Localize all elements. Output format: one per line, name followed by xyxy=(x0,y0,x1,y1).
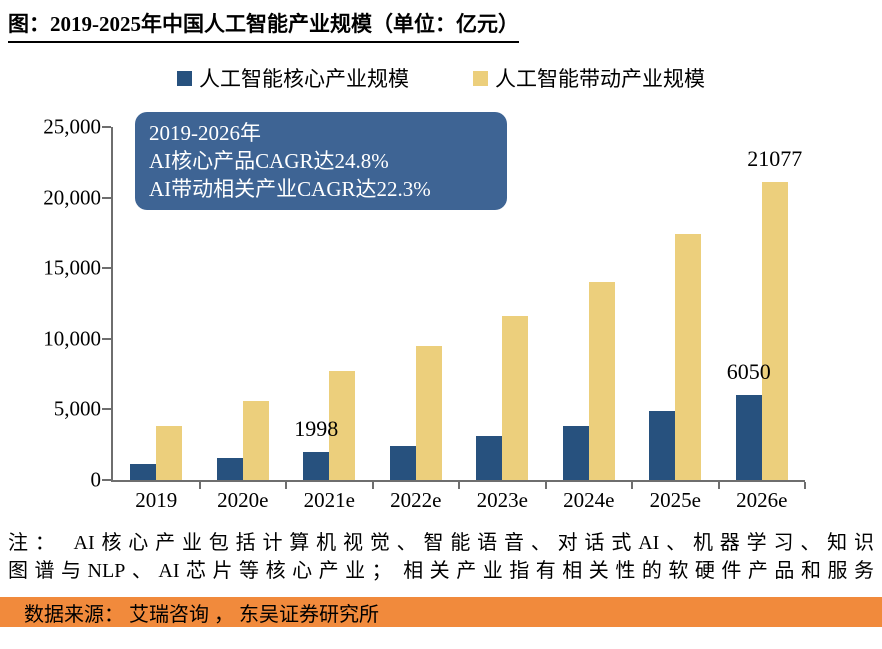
legend-item-0: 人工智能核心产业规模 xyxy=(177,63,409,93)
bar-2025e-series-0 xyxy=(649,410,676,480)
x-tick-label: 2023e xyxy=(476,488,528,512)
bar-2020e-series-0 xyxy=(216,458,243,480)
x-tick xyxy=(285,482,287,489)
footnote: 注： AI核心产业包括计算机视觉、智能语音、对话式AI、机器学习、知识 图谱与N… xyxy=(8,529,874,585)
x-tick-label: 2021e xyxy=(303,488,355,512)
bar-2026e-series-1 xyxy=(761,182,788,480)
bar-2021e-series-0 xyxy=(303,451,330,480)
x-tick-label: 2024e xyxy=(563,488,615,512)
y-tick-label: 5,000 xyxy=(53,396,101,421)
bar-2019-series-0 xyxy=(130,464,157,480)
annotation-box: 2019-2026年 AI核心产品CAGR达24.8% AI带动相关产业CAGR… xyxy=(135,112,507,210)
legend-swatch xyxy=(177,70,192,86)
y-tick-label: 0 xyxy=(90,467,102,492)
legend: 人工智能核心产业规模 人工智能带动产业规模 xyxy=(0,63,882,93)
bar-2022e-series-1 xyxy=(415,345,442,480)
bar-2024e-series-0 xyxy=(562,426,589,480)
chart-area: 25,000 20,000 15,000 10,000 5,000 0 2019-2026… xyxy=(16,112,882,492)
bar-2020e-series-1 xyxy=(242,400,269,480)
annotation-line-2: AI核心产品CAGR达24.8% xyxy=(149,149,389,173)
x-tick xyxy=(631,482,633,489)
data-label-1998: 1998 xyxy=(294,415,339,441)
legend-label: 人工智能核心产业规模 xyxy=(199,67,409,91)
bar-group-2026e: 6050 21077 xyxy=(719,127,806,489)
y-tick xyxy=(102,196,111,199)
bar-group-2021e: 1998 xyxy=(286,127,374,489)
bar-2021e-series-1 xyxy=(329,370,356,480)
bar-2019-series-1 xyxy=(156,426,183,480)
y-tick xyxy=(102,408,111,411)
footnote-line-1: 注： AI核心产业包括计算机视觉、智能语音、对话式AI、机器学习、知识 xyxy=(8,532,874,554)
y-tick xyxy=(102,337,111,340)
x-tick xyxy=(717,482,720,489)
y-tick-label: 15,000 xyxy=(43,255,101,280)
x-tick xyxy=(371,482,374,489)
y-tick xyxy=(102,479,111,481)
y-tick xyxy=(102,267,111,270)
bar-group-2025e xyxy=(632,127,720,489)
x-tick xyxy=(804,482,806,489)
bar-2022e-series-0 xyxy=(389,446,416,480)
x-tick-label: 2020e xyxy=(217,488,269,512)
source-text: 数据来源： 艾瑞咨询 ， 东吴证券研究所 xyxy=(24,603,379,626)
annotation-line-3: AI带动相关产业CAGR达22.3% xyxy=(149,177,431,201)
x-tick-label: 2025e xyxy=(649,488,701,512)
bar-group-2020e xyxy=(200,127,287,489)
x-tick-label: 2022e xyxy=(390,488,442,512)
legend-item-1: 人工智能带动产业规模 xyxy=(473,63,705,93)
y-tick xyxy=(102,126,111,128)
y-axis-labels: 25,000 20,000 15,000 10,000 5,000 0 xyxy=(16,115,111,492)
bar-2023e-series-1 xyxy=(502,316,529,480)
y-tick-label: 20,000 xyxy=(43,185,101,210)
bar-group-2019 xyxy=(113,127,201,489)
data-label-21077: 21077 xyxy=(747,146,803,172)
source-bar: 数据来源： 艾瑞咨询 ， 东吴证券研究所 xyxy=(0,597,882,627)
bar-group-2022e xyxy=(373,127,460,489)
plot-area: 2019-2026年 AI核心产品CAGR达24.8% AI带动相关产业CAGR… xyxy=(102,112,806,489)
bar-2023e-series-0 xyxy=(476,436,503,480)
data-label-6050: 6050 xyxy=(726,358,771,384)
legend-label: 人工智能带动产业规模 xyxy=(495,67,705,91)
y-tick-label: 25,000 xyxy=(43,114,101,139)
legend-swatch xyxy=(473,70,488,86)
annotation-line-1: 2019-2026年 xyxy=(149,121,261,145)
x-tick-label: 2019 xyxy=(135,488,178,512)
page-title: 图：2019-2025年中国人工智能产业规模（单位：亿元） xyxy=(8,8,519,43)
bar-group-2023e xyxy=(459,127,547,489)
x-tick xyxy=(198,482,201,489)
x-tick xyxy=(458,482,460,489)
bar-2026e-series-0 xyxy=(735,394,762,480)
bar-2025e-series-1 xyxy=(675,234,702,480)
x-tick-label: 2026e xyxy=(736,488,788,512)
bar-2024e-series-1 xyxy=(588,282,615,480)
y-tick-label: 10,000 xyxy=(43,326,101,351)
x-axis-labels: 2019 2020e 2021e 2022e 2023e 2024e 2025e 2026e xyxy=(113,488,805,513)
footnote-line-2: 图谱与NLP、AI芯片等核心产业； 相关产业指有相关性的软硬件产品和服务 xyxy=(8,560,874,582)
x-tick xyxy=(544,482,547,489)
header: 图：2019-2025年中国人工智能产业规模（单位：亿元） xyxy=(0,0,882,43)
bar-group-2024e xyxy=(546,127,633,489)
